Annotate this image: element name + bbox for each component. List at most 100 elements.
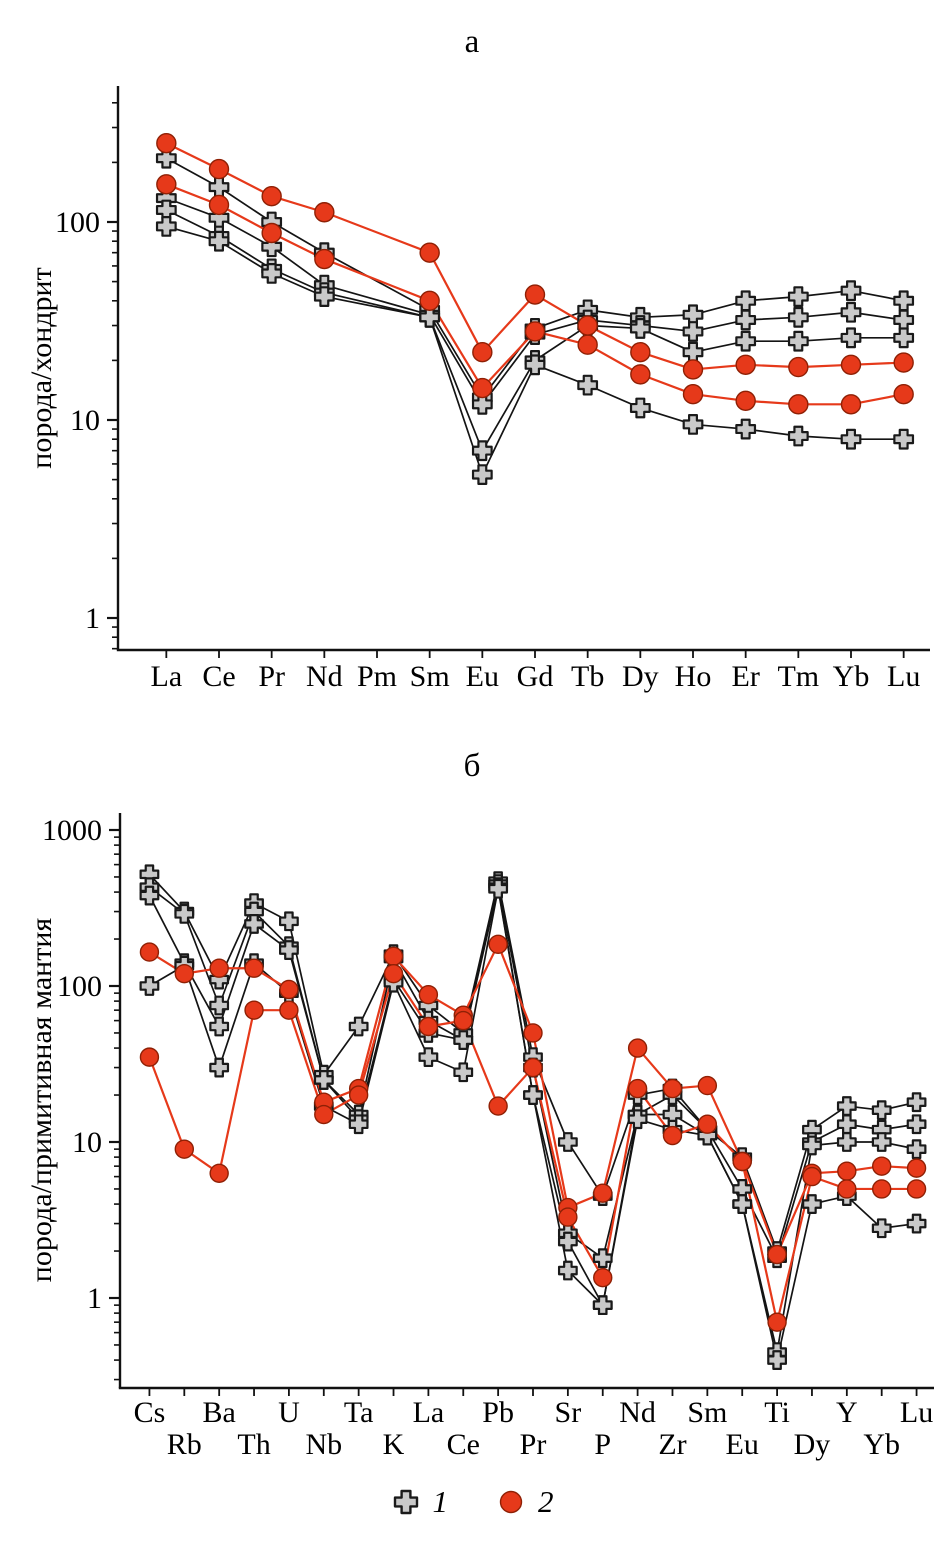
cross-marker — [453, 1062, 474, 1083]
circle-marker — [314, 202, 335, 223]
element-label: Cs — [134, 1396, 166, 1429]
circle-marker — [837, 1161, 857, 1181]
circle-marker — [472, 342, 493, 363]
circle-marker — [418, 984, 439, 1005]
cross-marker — [155, 147, 177, 169]
circle-marker-icon — [499, 1490, 523, 1514]
circle-marker — [523, 1057, 543, 1078]
element-label: Rb — [167, 1428, 202, 1461]
cross-marker — [840, 301, 862, 323]
cross-marker — [893, 327, 915, 349]
cross-marker — [735, 309, 757, 331]
series-markers-group1-line3 — [139, 877, 927, 1362]
circle-marker — [627, 1078, 648, 1099]
cross-marker — [682, 341, 704, 363]
cross-marker — [893, 290, 915, 312]
cross-marker — [261, 236, 283, 258]
cross-marker — [471, 464, 493, 485]
element-label: Er — [732, 660, 760, 693]
cross-marker — [139, 976, 160, 996]
y-tick-label: 1 — [85, 602, 100, 635]
circle-marker — [682, 383, 704, 405]
circle-marker — [802, 1166, 822, 1187]
cross-marker — [629, 318, 651, 339]
element-label: Pr — [258, 660, 285, 693]
circle-marker — [156, 174, 177, 195]
cross-marker — [802, 1194, 822, 1214]
axes — [118, 813, 934, 1390]
circle-marker — [593, 1183, 613, 1203]
cross-marker — [209, 1016, 230, 1037]
cross-marker — [471, 440, 493, 462]
element-label: Y — [836, 1396, 858, 1429]
cross-marker — [735, 290, 757, 312]
cross-marker — [471, 393, 493, 415]
circle-marker — [524, 321, 546, 342]
circle-marker — [139, 1047, 160, 1067]
circle-marker — [174, 963, 195, 984]
circle-marker — [472, 377, 493, 399]
axes — [116, 86, 930, 652]
series-markers-group2-line2 — [139, 963, 927, 1332]
circle-marker — [244, 958, 264, 978]
element-label: Sm — [410, 660, 450, 693]
circle-marker — [156, 133, 177, 154]
cross-marker — [557, 1231, 578, 1252]
cross-marker — [453, 1030, 474, 1050]
cross-marker — [840, 280, 862, 302]
cross-marker — [523, 1085, 543, 1105]
cross-marker — [627, 1109, 648, 1130]
element-label: Pb — [482, 1396, 514, 1429]
legend-item-2: 2 — [496, 1484, 554, 1520]
circle-marker — [244, 1000, 264, 1020]
x-axis-labels: La Ce Pr Nd Pm Sm Eu Gd Tb Dy Ho Er Tm Yb Lu — [151, 650, 920, 693]
cross-marker — [418, 1047, 439, 1068]
element-label: Gd — [517, 660, 554, 693]
cross-marker — [209, 1057, 230, 1078]
cross-marker — [208, 176, 230, 198]
cross-marker — [871, 1218, 892, 1239]
element-label: Dy — [622, 660, 659, 693]
circle-marker — [314, 248, 335, 270]
circle-marker — [174, 1139, 195, 1159]
cross-marker — [802, 1135, 822, 1156]
element-label: K — [383, 1428, 405, 1461]
element-label: Ce — [202, 660, 235, 693]
series-line-group1-line3 — [148, 886, 917, 1353]
circle-marker — [630, 342, 651, 363]
element-label: Ho — [675, 660, 712, 693]
circle-marker — [419, 242, 440, 263]
element-label: Sr — [555, 1396, 582, 1429]
cross-marker — [592, 1248, 613, 1269]
cross-marker — [840, 428, 862, 450]
circle-marker — [314, 1104, 334, 1125]
circle-marker — [383, 963, 404, 984]
cross-marker — [893, 309, 915, 331]
cross-marker — [557, 1260, 578, 1281]
circle-marker — [279, 979, 299, 1000]
cross-marker — [209, 995, 230, 1016]
circle-marker — [261, 222, 282, 244]
circle-marker — [871, 1179, 892, 1199]
legend: 1 2 — [0, 1484, 944, 1520]
element-label: Pr — [520, 1428, 547, 1461]
element-label: U — [278, 1396, 300, 1429]
cross-marker — [313, 1070, 334, 1090]
cross-marker — [682, 321, 704, 342]
element-label: Th — [237, 1428, 270, 1461]
element-label: Eu — [726, 1428, 759, 1461]
element-label: Dy — [794, 1428, 831, 1461]
legend-item-1: 1 — [391, 1484, 449, 1520]
cross-marker — [682, 414, 704, 435]
cross-marker — [836, 1114, 857, 1135]
cross-marker — [906, 1114, 927, 1135]
y-tick-label: 10 — [72, 1126, 102, 1159]
cross-marker — [629, 397, 651, 419]
element-label: Ce — [447, 1428, 480, 1461]
cross-marker — [836, 1132, 857, 1152]
circle-marker — [871, 1156, 892, 1176]
circle-marker — [767, 1312, 787, 1332]
cross-marker — [836, 1096, 857, 1116]
cross-marker — [840, 327, 862, 349]
legend-label-1: 1 — [432, 1484, 449, 1519]
